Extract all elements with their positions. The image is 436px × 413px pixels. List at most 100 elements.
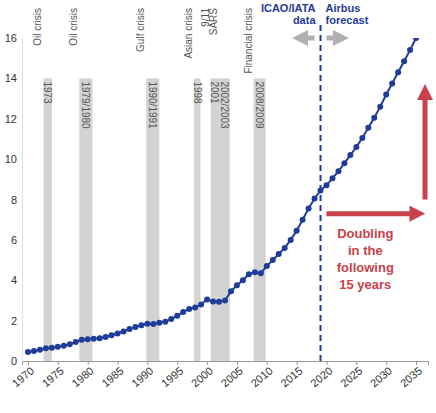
y-tick: 12 [5,113,22,125]
crisis-labels: Oil crisis1973Oil crisis1979/1980Gulf cr… [32,8,265,130]
data-point [395,69,401,75]
data-point [162,319,168,325]
x-tick-label: 2000 [189,364,215,389]
y-tick: 2 [11,315,22,327]
data-point [204,296,210,302]
crisis-years: 2008/2009 [254,81,265,129]
data-point [61,343,67,349]
x-tick: 1985 [99,361,125,389]
x-tick: 1975 [39,361,65,389]
crisis-band [211,78,219,361]
data-point [359,135,365,141]
x-tick: 2015 [278,361,304,389]
x-tick: 1995 [159,361,185,389]
data-point [168,316,174,322]
divider-arrow-left [299,36,315,41]
divider-right-label: Airbus [326,2,361,14]
crisis-band [194,78,201,361]
data-point [335,168,341,174]
data-point [306,206,312,212]
crisis-name: Gulf crisis [135,8,146,52]
x-tick-label: 2035 [398,364,424,389]
y-tick: 10 [5,153,22,165]
data-point [138,322,144,328]
data-point [252,269,258,275]
data-point [97,335,103,341]
doubling-text: Doubling [337,226,393,241]
data-point [377,104,383,110]
crisis-years: 1990/1991 [147,81,158,129]
y-tick: 14 [5,72,22,84]
data-point [103,334,109,340]
data-point [210,298,216,304]
divider-arrow-right [327,36,343,41]
data-point [192,305,198,311]
y-tick-label: 8 [11,194,17,206]
doubling-text: in the [348,243,383,258]
y-tick: 8 [11,194,22,206]
x-tick-label: 2020 [308,364,334,389]
x-tick: 2010 [248,361,274,389]
y-tick-label: 4 [11,274,17,286]
doubling-text: following [337,260,394,275]
data-point [43,345,49,351]
data-point [234,282,240,288]
data-point [413,38,419,41]
divider-left-label: ICAO/IATA [261,2,316,14]
x-tick: 1990 [129,361,155,389]
data-point [270,257,276,263]
y-tick: 4 [11,274,22,286]
data-point [371,115,377,121]
y-tick: 6 [11,234,22,246]
data-point [156,320,162,326]
x-tick-label: 2025 [338,364,364,389]
crisis-years: 2001 [209,81,220,104]
y-axis-line [22,39,23,362]
x-tick: 2000 [189,361,215,389]
x-tick-label: 1975 [39,364,65,389]
crisis-name: Oil crisis [32,8,43,46]
data-point [240,277,246,283]
data-point [37,347,43,353]
data-point [264,263,270,269]
x-tick: 2020 [308,361,334,389]
crisis-name: Oil crisis [68,8,79,46]
x-tick-label: 1970 [10,364,36,389]
data-point [109,332,115,338]
x-tick: 2030 [368,361,394,389]
data-point [282,245,288,251]
divider-right-label: forecast [326,14,369,26]
x-tick: 2005 [219,361,245,389]
data-point [383,92,389,98]
data-point [91,336,97,342]
data-point [246,271,252,277]
x-axis-line [23,362,429,366]
data-point [186,306,192,312]
data-point [126,326,132,332]
data-point [353,144,359,150]
data-point [312,195,318,201]
x-tick-label: 2005 [219,364,245,389]
x-tick-label: 1995 [159,364,185,389]
x-tick: 2025 [338,361,364,389]
x-axis: 1970197519801985199019952000200520102015… [10,361,429,389]
data-point [180,309,186,315]
data-point [222,297,228,303]
y-tick-label: 0 [11,355,17,367]
data-point [73,339,79,345]
x-tick-label: 1985 [99,364,125,389]
crisis-years: 1979/1980 [80,81,91,129]
data-point [150,321,156,327]
crisis-name: Asian crisis [183,8,194,59]
y-tick-label: 16 [5,32,17,44]
data-point [324,182,330,188]
crisis-years: 1998 [192,81,203,104]
y-tick-label: 6 [11,234,17,246]
doubling-arrow [327,211,420,216]
data-point [144,321,150,327]
x-tick: 2035 [398,361,424,389]
y-axis: 0 2 4 6 8 10 12 14 16 [5,32,23,367]
crisis-name: SARS [208,8,219,36]
data-point [121,329,127,335]
doubling-annotation: Doublingin thefollowing15 years [327,90,426,291]
